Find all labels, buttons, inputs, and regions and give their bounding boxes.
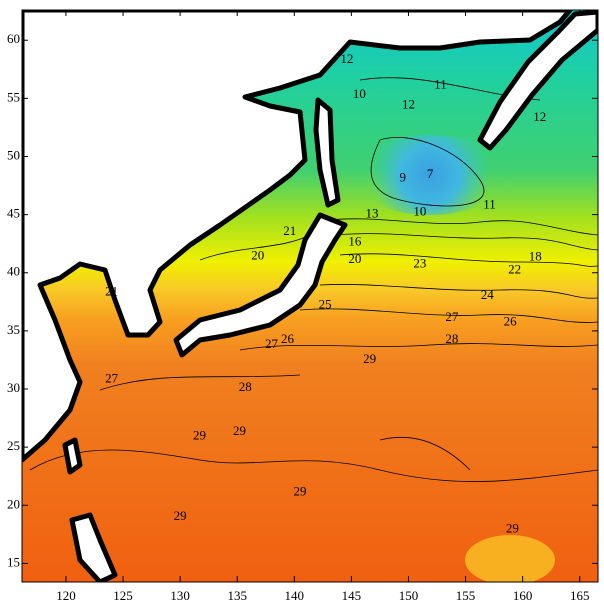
contour-label: 7 bbox=[427, 166, 434, 181]
mainland bbox=[22, 10, 573, 463]
philippines bbox=[69, 512, 118, 582]
contour-label: 29 bbox=[294, 483, 307, 498]
x-tick-label: 125 bbox=[113, 588, 133, 603]
contour-label: 25 bbox=[319, 296, 332, 311]
y-tick-label: 20 bbox=[7, 496, 20, 511]
x-tick-label: 135 bbox=[227, 588, 247, 603]
contour-label: 28 bbox=[239, 379, 252, 394]
y-tick-label: 35 bbox=[7, 322, 20, 337]
axes: 120 125 130 135 140 145 150 155 160 165 15 20 25 30 35… bbox=[7, 9, 599, 603]
x-tick-label: 155 bbox=[456, 588, 476, 603]
contour-label: 16 bbox=[348, 234, 362, 249]
contour-label: 23 bbox=[413, 256, 426, 271]
contour-label: 27 bbox=[105, 371, 119, 386]
contour-label: 28 bbox=[445, 331, 458, 346]
taiwan bbox=[62, 437, 83, 475]
sakhalin bbox=[313, 97, 341, 208]
warm-eddy bbox=[465, 535, 555, 582]
x-tick-label: 150 bbox=[399, 588, 419, 603]
contour-label: 11 bbox=[483, 196, 496, 211]
contour-label: 29 bbox=[506, 521, 519, 536]
contour-label: 13 bbox=[365, 206, 378, 221]
contour-label: 27 bbox=[265, 336, 279, 351]
frame bbox=[21, 9, 599, 583]
x-tick-label: 120 bbox=[56, 588, 76, 603]
x-tick-label: 165 bbox=[570, 588, 590, 603]
x-tick-label: 140 bbox=[285, 588, 305, 603]
contour-label: 10 bbox=[353, 86, 366, 101]
contour-label: 20 bbox=[348, 251, 361, 266]
contour-label: 9 bbox=[400, 170, 407, 185]
y-tick-label: 50 bbox=[7, 147, 20, 162]
y-tick-label: 25 bbox=[7, 438, 20, 453]
contour-label: 26 bbox=[281, 331, 295, 346]
contour-label: 21 bbox=[283, 223, 296, 238]
x-tick-label: 130 bbox=[170, 588, 190, 603]
contour-label: 29 bbox=[363, 351, 376, 366]
contour-label: 21 bbox=[105, 283, 118, 298]
contour-label: 12 bbox=[533, 109, 546, 124]
cold-pool bbox=[355, 135, 505, 215]
x-tick-label: 145 bbox=[342, 588, 362, 603]
contour-label: 22 bbox=[508, 261, 521, 276]
y-tick-label: 40 bbox=[7, 264, 20, 279]
contour-label: 10 bbox=[413, 203, 426, 218]
y-tick-label: 55 bbox=[7, 89, 20, 104]
y-tick-label: 15 bbox=[7, 554, 20, 569]
y-tick-label: 60 bbox=[7, 31, 20, 46]
contour-label: 24 bbox=[481, 287, 495, 302]
contour-label: 29 bbox=[233, 423, 246, 438]
contour-label: 29 bbox=[174, 508, 187, 523]
contour-label: 29 bbox=[193, 428, 206, 443]
contour-label: 12 bbox=[402, 96, 415, 111]
contour-label: 20 bbox=[251, 247, 264, 262]
land bbox=[22, 10, 598, 582]
y-tick-label: 30 bbox=[7, 380, 20, 395]
contour-label: 18 bbox=[529, 249, 542, 264]
y-tick-label: 45 bbox=[7, 206, 20, 221]
japan bbox=[173, 212, 348, 358]
contour-label: 26 bbox=[504, 314, 518, 329]
contour-label: 27 bbox=[445, 309, 459, 324]
x-tick-label: 160 bbox=[513, 588, 533, 603]
contour-label: 11 bbox=[434, 77, 447, 92]
kamchatka bbox=[477, 10, 598, 151]
contour-label: 12 bbox=[340, 51, 353, 66]
